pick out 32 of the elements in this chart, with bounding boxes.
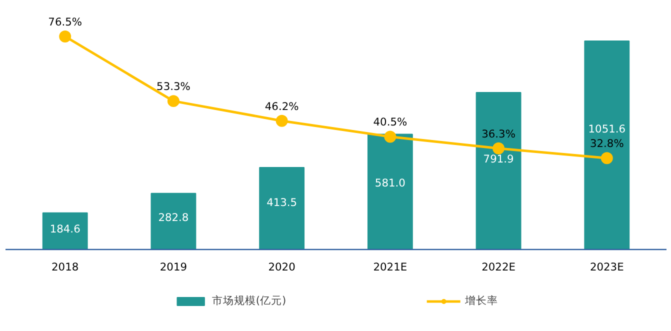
data-label: 53.3% [156, 80, 190, 94]
data-label: 76.5% [48, 15, 82, 28]
bar [42, 212, 88, 250]
x-tick-label: 2019 [160, 260, 188, 274]
legend-label: 市场规模(亿元) [212, 294, 286, 308]
bar [584, 40, 630, 250]
point [276, 114, 288, 127]
data-label: 184.6 [50, 222, 81, 236]
legend-label: 增长率 [465, 294, 498, 308]
bar [367, 134, 413, 250]
bar [259, 167, 305, 250]
point [492, 142, 505, 154]
data-label: 46.2% [264, 100, 299, 113]
point [167, 95, 180, 108]
data-label: 282.8 [158, 210, 189, 224]
data-label: 36.3% [482, 127, 516, 140]
data-label: 791.9 [483, 152, 514, 166]
data-label: 32.8% [590, 137, 624, 150]
bar [476, 92, 522, 250]
data-label: 40.5% [373, 116, 408, 129]
data-label: 581.0 [374, 176, 406, 190]
bar [150, 192, 196, 250]
x-tick-label: 2023E [590, 260, 624, 274]
x-tick-label: 2018 [52, 260, 79, 274]
point [384, 130, 396, 143]
x-tick-label: 2022E [482, 260, 516, 274]
point [59, 30, 72, 42]
x-tick-label: 2020 [268, 260, 296, 274]
x-tick-label: 2021E [373, 260, 408, 274]
data-label: 1051.6 [588, 122, 626, 136]
data-label: 413.5 [266, 196, 298, 209]
point [600, 152, 613, 164]
